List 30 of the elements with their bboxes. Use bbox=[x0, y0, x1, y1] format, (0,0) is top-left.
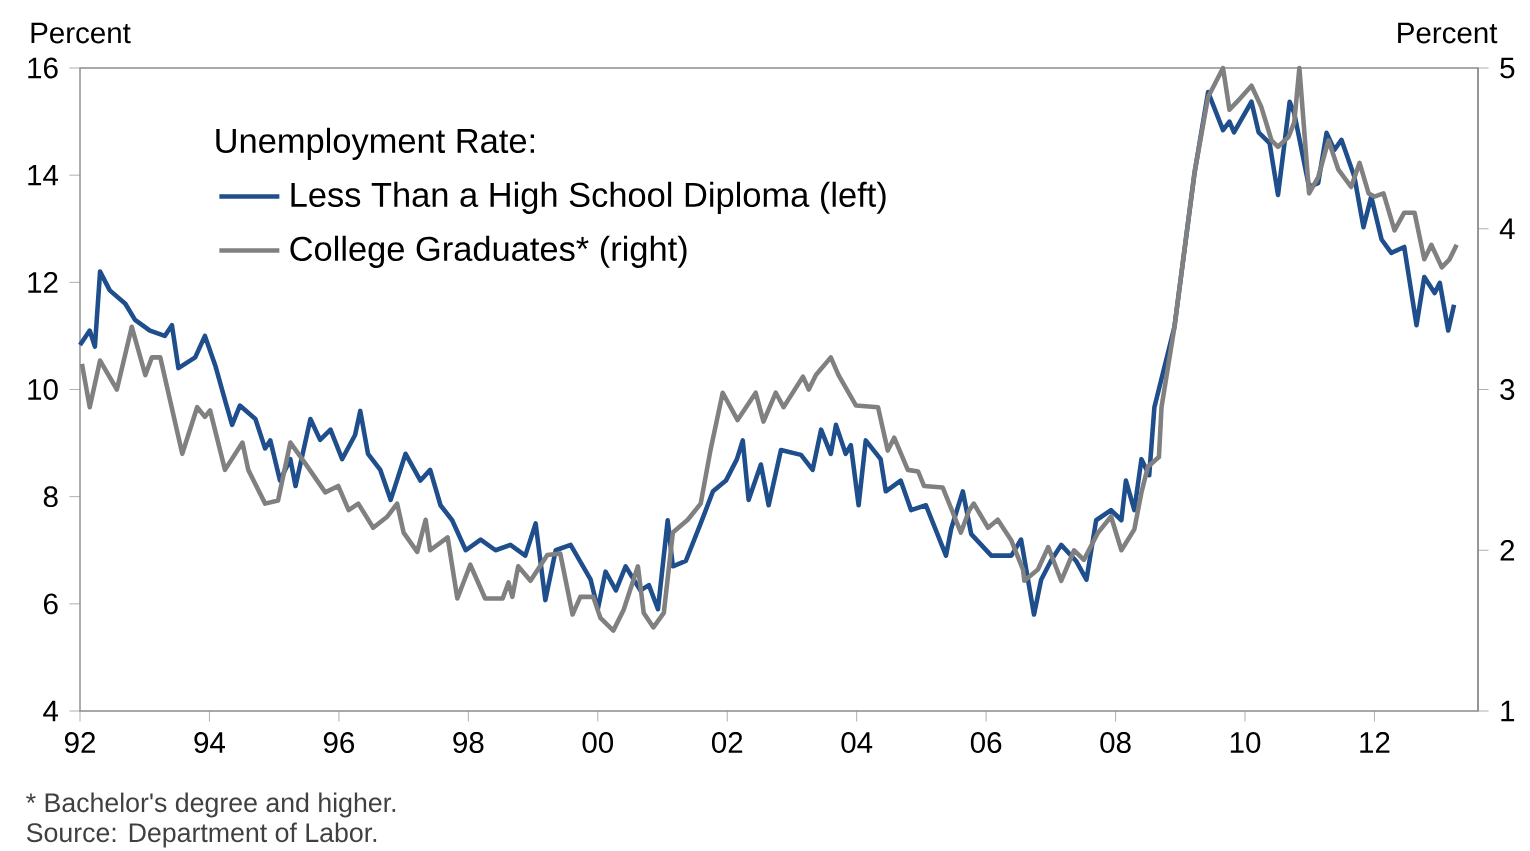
x-tick-label: 00 bbox=[582, 732, 614, 753]
y2-tick-label: 4 bbox=[1499, 218, 1515, 239]
y-tick-label: 14 bbox=[28, 164, 59, 186]
y-tick-label: 6 bbox=[43, 593, 58, 615]
x-tick-label: 92 bbox=[64, 732, 95, 753]
legend-title: Unemployment Rate: bbox=[216, 127, 534, 160]
x-tick-label: 10 bbox=[1230, 732, 1261, 753]
x-tick-label: 04 bbox=[841, 732, 873, 753]
y2-axis-title: Percent bbox=[1398, 22, 1498, 44]
y-tick-label: 12 bbox=[28, 272, 58, 293]
x-tick-label: 98 bbox=[453, 732, 484, 753]
legend-label: College Graduates* (right) bbox=[290, 235, 687, 268]
text: * Bachelor's degree and higher. bbox=[26, 792, 396, 818]
y-axis-title: Percent bbox=[31, 22, 131, 44]
x-tick-label: 12 bbox=[1360, 732, 1390, 753]
x-tick-label: 06 bbox=[970, 732, 1002, 753]
y2-tick-label: 3 bbox=[1500, 379, 1515, 400]
x-tick-label: 02 bbox=[711, 732, 743, 753]
y2-tick-label: 1 bbox=[1501, 700, 1515, 722]
y-tick-label: 4 bbox=[43, 700, 59, 722]
y2-tick-label: 5 bbox=[1500, 57, 1515, 79]
source-note: Source: Department of Labor. bbox=[26, 822, 377, 848]
legend-label: Less Than a High School Diploma (left) bbox=[291, 181, 886, 214]
y-tick-label: 10 bbox=[28, 379, 58, 400]
x-tick-label: 96 bbox=[323, 732, 355, 753]
y-tick-label: 16 bbox=[28, 57, 58, 79]
y2-tick-label: 2 bbox=[1500, 539, 1515, 561]
x-tick-label: 94 bbox=[194, 732, 225, 753]
x-tick-label: 08 bbox=[1100, 732, 1131, 753]
y-tick-label: 8 bbox=[43, 486, 58, 508]
